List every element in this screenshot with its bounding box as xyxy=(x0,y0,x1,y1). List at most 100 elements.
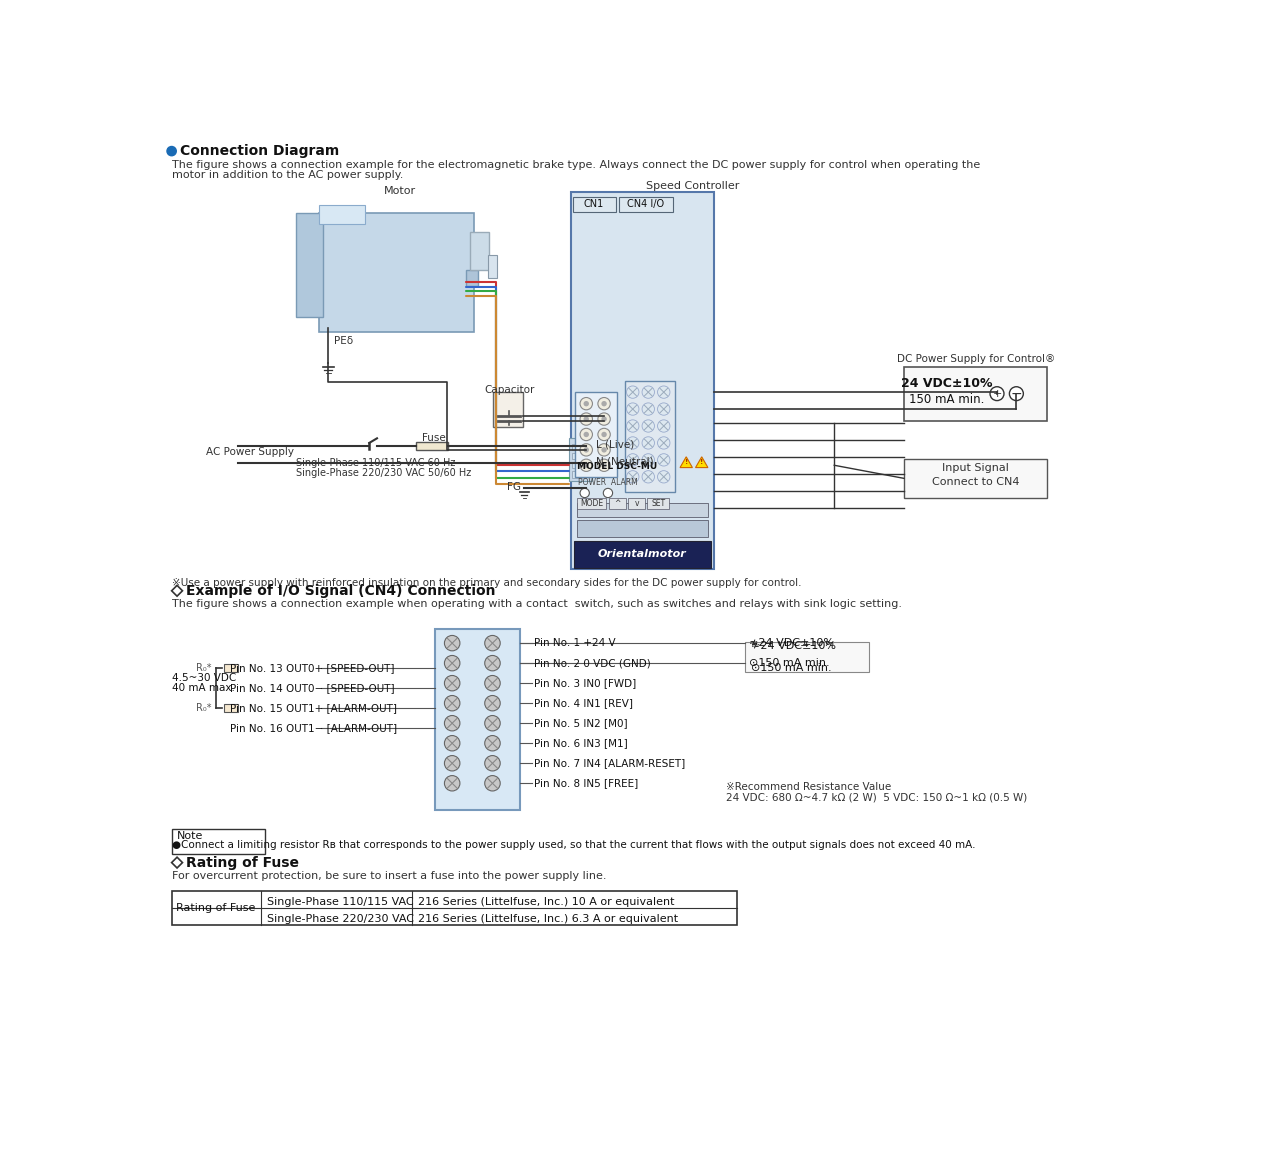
Bar xyxy=(224,704,238,712)
Circle shape xyxy=(602,448,607,452)
Circle shape xyxy=(485,676,500,691)
Bar xyxy=(573,541,710,568)
Text: !: ! xyxy=(700,459,703,465)
Text: AC Power Supply: AC Power Supply xyxy=(206,448,294,457)
Text: Connection Diagram: Connection Diagram xyxy=(180,144,339,158)
Circle shape xyxy=(643,471,654,483)
Text: Connect to CN4: Connect to CN4 xyxy=(932,477,1019,487)
Bar xyxy=(572,462,586,469)
Circle shape xyxy=(444,715,460,730)
Circle shape xyxy=(444,635,460,651)
Circle shape xyxy=(626,471,639,483)
Bar xyxy=(577,499,607,509)
Text: Pin No. 15 OUT1+ [ALARM-OUT]: Pin No. 15 OUT1+ [ALARM-OUT] xyxy=(229,702,397,713)
Text: The figure shows a connection example when operating with a contact  switch, suc: The figure shows a connection example wh… xyxy=(172,599,901,609)
Circle shape xyxy=(626,402,639,415)
Circle shape xyxy=(643,386,654,398)
Circle shape xyxy=(643,454,654,466)
Bar xyxy=(572,471,586,478)
Circle shape xyxy=(580,444,593,456)
Text: MODEL DSC-MU: MODEL DSC-MU xyxy=(577,462,657,471)
Text: Example of I/O Signal (CN4) Connection: Example of I/O Signal (CN4) Connection xyxy=(186,584,495,598)
Circle shape xyxy=(444,676,460,691)
Bar xyxy=(572,452,586,459)
Text: Pin No. 7 IN4 [ALARM-RESET]: Pin No. 7 IN4 [ALARM-RESET] xyxy=(534,758,686,769)
Circle shape xyxy=(580,488,589,498)
Circle shape xyxy=(444,656,460,671)
Text: ※Recommend Resistance Value: ※Recommend Resistance Value xyxy=(726,783,891,792)
Circle shape xyxy=(598,444,611,456)
Text: Pin No. 2 0 VDC (GND): Pin No. 2 0 VDC (GND) xyxy=(534,658,652,669)
Text: PEδ: PEδ xyxy=(334,336,353,347)
Text: For overcurrent protection, be sure to insert a fuse into the power supply line.: For overcurrent protection, be sure to i… xyxy=(172,871,607,880)
Circle shape xyxy=(989,387,1004,400)
Text: L (Live): L (Live) xyxy=(596,440,635,449)
Circle shape xyxy=(658,454,669,466)
Text: Pin No. 8 IN5 [FREE]: Pin No. 8 IN5 [FREE] xyxy=(534,778,639,789)
Circle shape xyxy=(598,428,611,441)
Circle shape xyxy=(485,735,500,751)
Text: v: v xyxy=(635,499,639,508)
Bar xyxy=(488,255,497,278)
Circle shape xyxy=(584,401,589,406)
Circle shape xyxy=(626,454,639,466)
Text: CN4 I/O: CN4 I/O xyxy=(627,199,664,209)
Text: 24 VDC±10%: 24 VDC±10% xyxy=(901,377,992,390)
Circle shape xyxy=(643,437,654,449)
Text: SET: SET xyxy=(652,499,666,508)
Polygon shape xyxy=(695,457,708,468)
Bar xyxy=(904,459,1047,498)
Text: Pin No. 5 IN2 [M0]: Pin No. 5 IN2 [M0] xyxy=(534,719,628,728)
Text: 24 VDC: 680 Ω~4.7 kΩ (2 W)  5 VDC: 150 Ω~1 kΩ (0.5 W): 24 VDC: 680 Ω~4.7 kΩ (2 W) 5 VDC: 150 Ω~… xyxy=(726,793,1027,802)
Text: Pin No. 6 IN3 [M1]: Pin No. 6 IN3 [M1] xyxy=(534,739,628,748)
Text: 150 mA min.: 150 mA min. xyxy=(909,393,984,406)
Text: ≉24 VDC±10%: ≉24 VDC±10% xyxy=(749,638,835,648)
Text: ※Use a power supply with reinforced insulation on the primary and secondary side: ※Use a power supply with reinforced insu… xyxy=(172,578,801,588)
Bar xyxy=(296,213,323,316)
Text: Pin No. 4 IN1 [REV]: Pin No. 4 IN1 [REV] xyxy=(534,698,634,708)
Text: The figure shows a connection example for the electromagnetic brake type. Always: The figure shows a connection example fo… xyxy=(172,160,980,170)
Circle shape xyxy=(643,420,654,433)
Text: −: − xyxy=(1011,386,1023,401)
Bar xyxy=(577,504,708,516)
Circle shape xyxy=(598,398,611,409)
Circle shape xyxy=(485,715,500,730)
Text: Motor: Motor xyxy=(384,186,416,197)
Bar xyxy=(172,829,265,854)
Text: Fuse: Fuse xyxy=(422,434,445,443)
Circle shape xyxy=(602,463,607,468)
Circle shape xyxy=(602,416,607,422)
Text: 216 Series (Littelfuse, Inc.) 10 A or equivalent: 216 Series (Littelfuse, Inc.) 10 A or eq… xyxy=(419,897,675,907)
Polygon shape xyxy=(680,457,692,468)
Text: Capacitor: Capacitor xyxy=(484,385,534,394)
Circle shape xyxy=(580,413,593,426)
Circle shape xyxy=(584,431,589,437)
Text: Pin No. 13 OUT0+ [SPEED-OUT]: Pin No. 13 OUT0+ [SPEED-OUT] xyxy=(229,663,394,672)
Circle shape xyxy=(444,735,460,751)
Text: R₀*: R₀* xyxy=(196,663,212,672)
Text: Rating of Fuse: Rating of Fuse xyxy=(177,902,256,913)
Bar xyxy=(904,366,1047,421)
Circle shape xyxy=(626,386,639,398)
Text: DC Power Supply for Control®: DC Power Supply for Control® xyxy=(896,354,1055,364)
Circle shape xyxy=(584,416,589,422)
Circle shape xyxy=(658,471,669,483)
Text: Single-Phase 110/115 VAC: Single-Phase 110/115 VAC xyxy=(268,897,413,907)
Circle shape xyxy=(580,428,593,441)
Text: FG: FG xyxy=(507,481,521,492)
Text: 4.5~30 VDC: 4.5~30 VDC xyxy=(172,672,236,683)
Text: CN1: CN1 xyxy=(584,199,604,209)
Bar xyxy=(466,271,477,286)
Circle shape xyxy=(485,776,500,791)
Bar xyxy=(319,205,365,224)
Text: Pin No. 16 OUT1− [ALARM-OUT]: Pin No. 16 OUT1− [ALARM-OUT] xyxy=(229,723,397,733)
Circle shape xyxy=(584,463,589,468)
Circle shape xyxy=(485,695,500,711)
Bar xyxy=(493,392,522,427)
Circle shape xyxy=(658,402,669,415)
Text: N (Neutral): N (Neutral) xyxy=(596,456,654,466)
Circle shape xyxy=(444,756,460,771)
Text: Input Signal: Input Signal xyxy=(942,463,1009,473)
Text: Single-Phase 110/115 VAC 60 Hz: Single-Phase 110/115 VAC 60 Hz xyxy=(296,458,454,468)
Circle shape xyxy=(580,459,593,471)
